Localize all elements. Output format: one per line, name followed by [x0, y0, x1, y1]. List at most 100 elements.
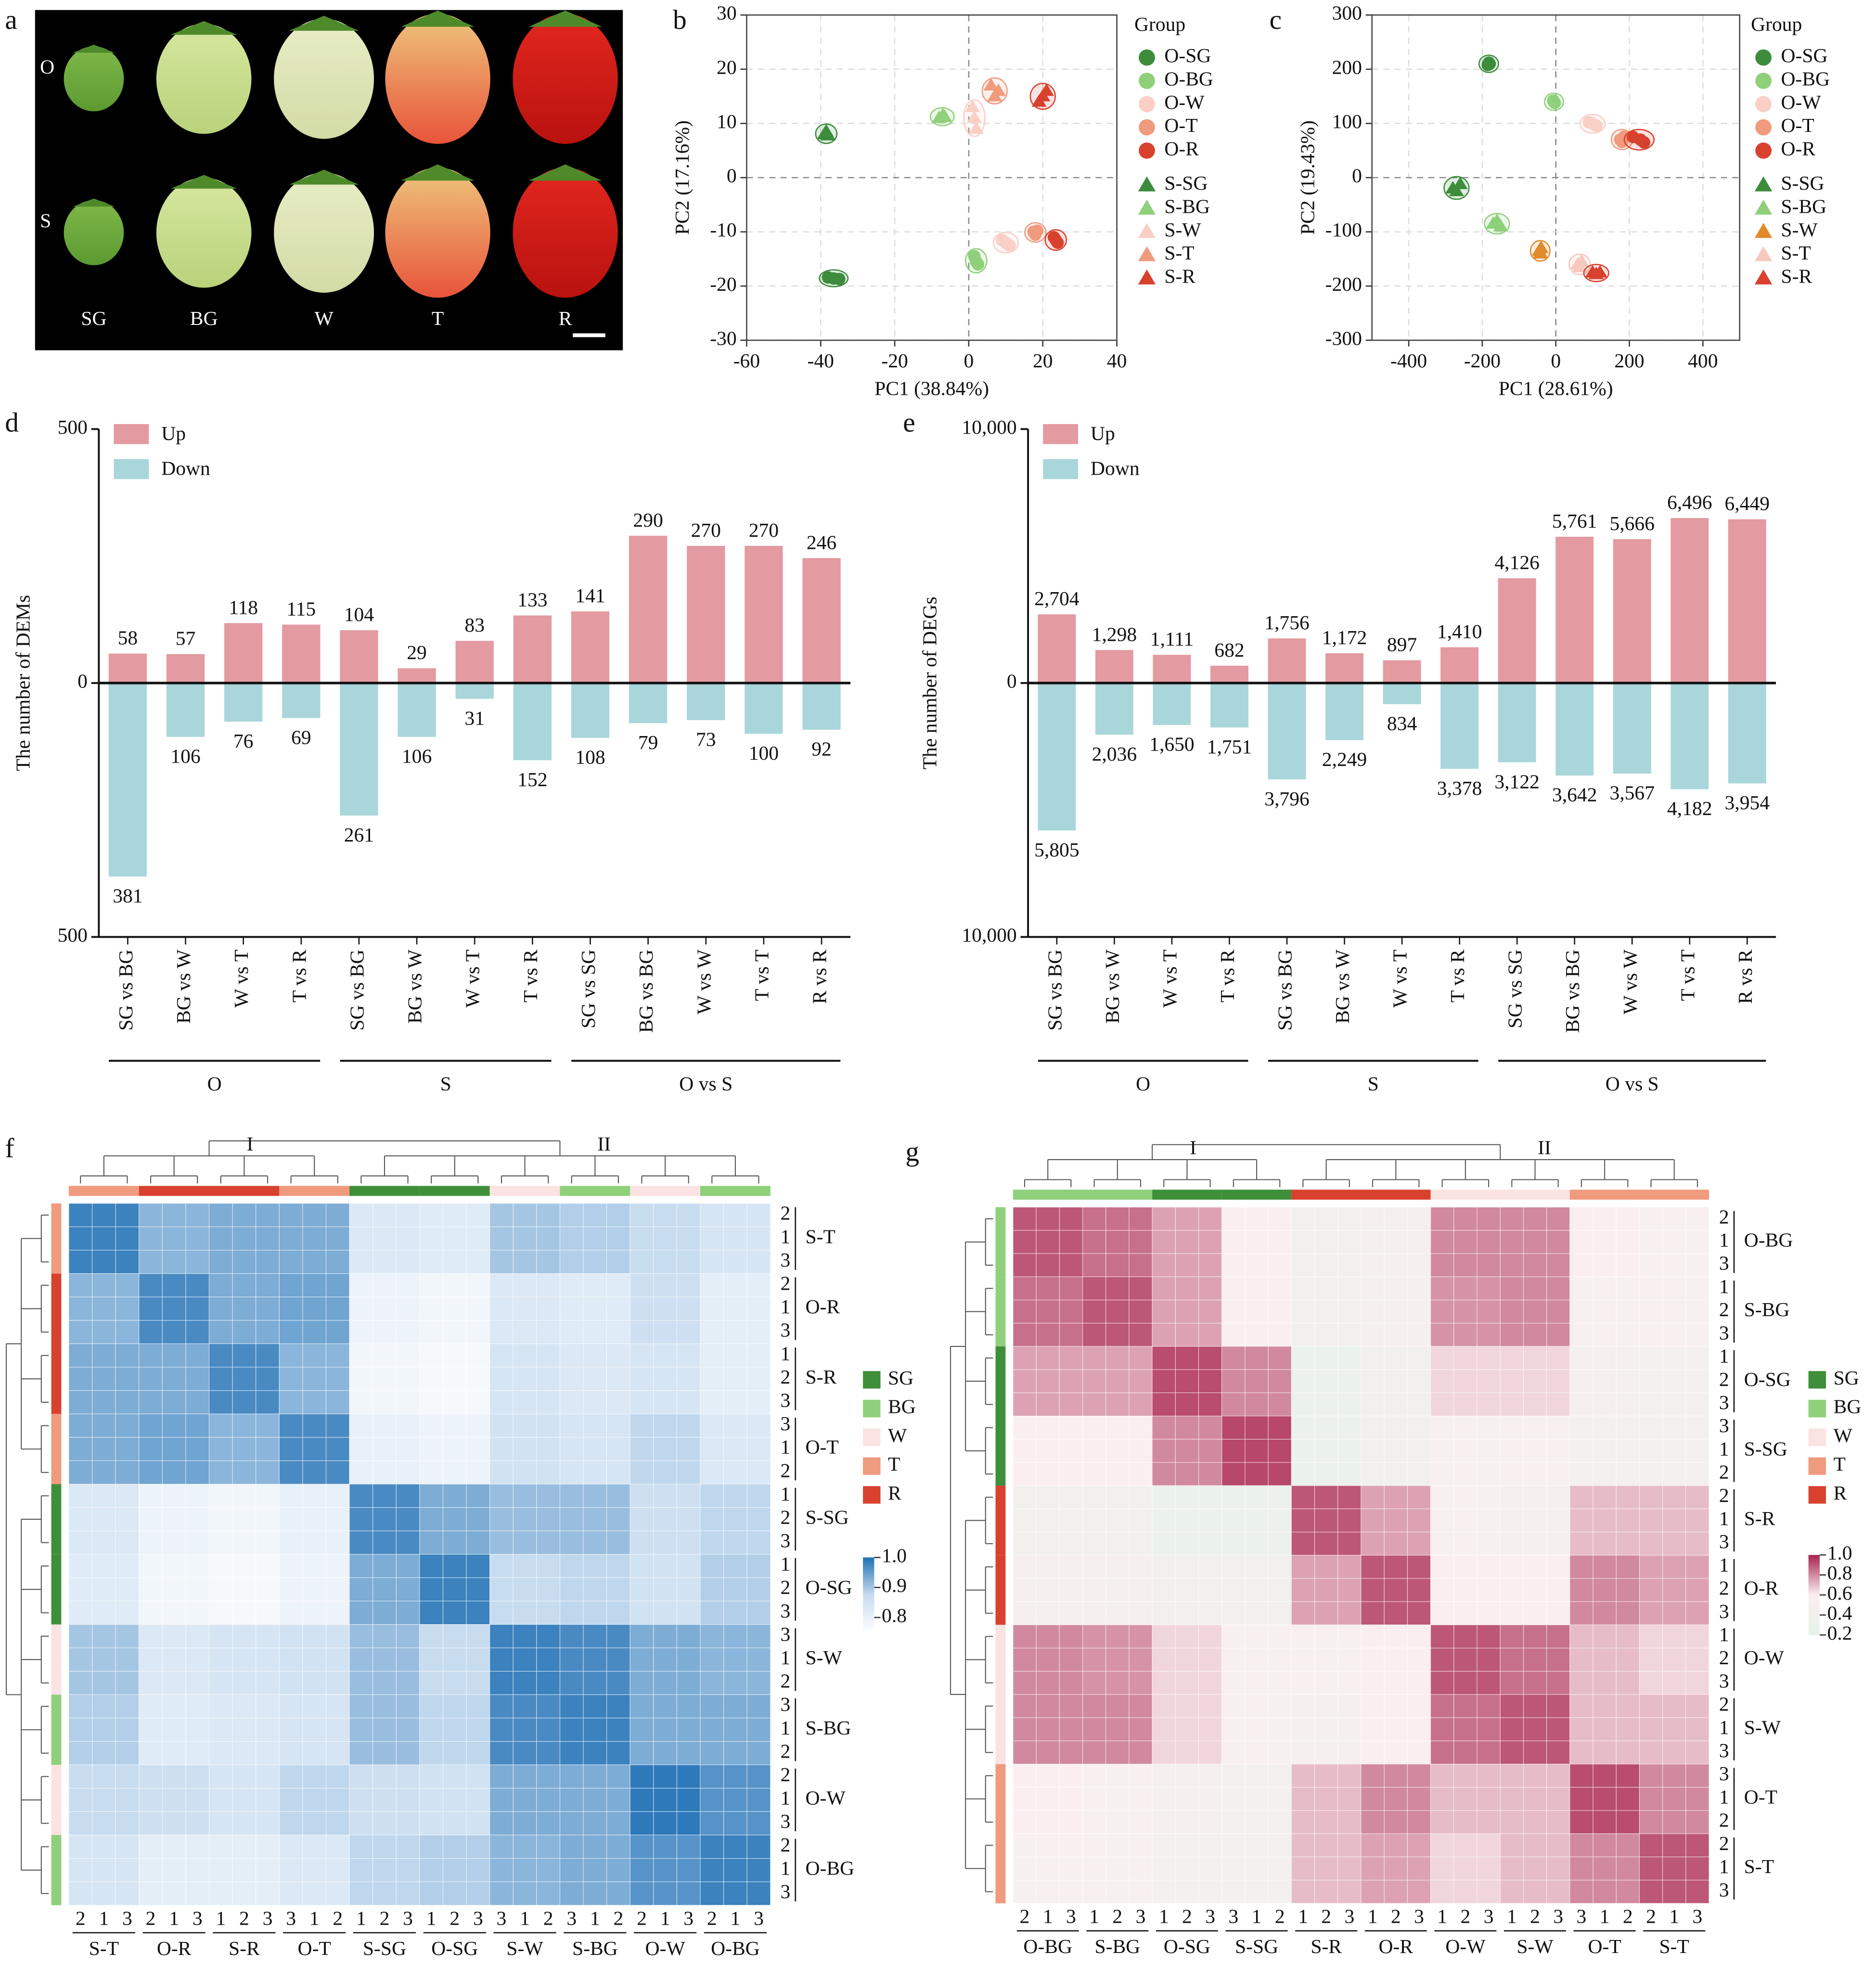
heatmap-cell — [1384, 1694, 1408, 1718]
heatmap-cell — [606, 1250, 630, 1274]
bar — [1498, 683, 1536, 763]
heatmap-cell — [1593, 1694, 1617, 1718]
heatmap-cell — [630, 1835, 654, 1859]
heatmap-cell — [185, 1811, 210, 1836]
heatmap-cell — [676, 1507, 701, 1531]
heatmap-cell — [513, 1413, 537, 1438]
heatmap-cell — [1291, 1601, 1315, 1625]
heatmap-cell — [1430, 1415, 1454, 1440]
row-sample-label: 2 — [1719, 1368, 1729, 1390]
heatmap-cell — [1036, 1415, 1060, 1440]
legend-marker — [1138, 246, 1156, 261]
heatmap-cell — [1175, 1694, 1199, 1718]
heatmap-cell — [302, 1788, 327, 1812]
heatmap-cell — [676, 1367, 701, 1391]
y-tick-label: -300 — [1325, 327, 1362, 349]
heatmap-cell — [1453, 1880, 1478, 1904]
row-sample-label: 1 — [1719, 1785, 1729, 1808]
heatmap-cell — [115, 1484, 140, 1508]
heatmap-cell — [1616, 1671, 1640, 1695]
heatmap-cell — [559, 1484, 584, 1508]
legend-swatch — [863, 1371, 881, 1389]
heatmap-cell — [1685, 1810, 1709, 1834]
heatmap-cell — [1036, 1833, 1060, 1857]
y-axis-label: The number of DEGs — [919, 596, 941, 769]
row-sample-label: 2 — [1719, 1646, 1729, 1669]
value-label: 246 — [807, 531, 836, 553]
heatmap-cell — [396, 1484, 420, 1508]
heatmap-cell — [256, 1530, 280, 1555]
heatmap-cell — [653, 1343, 677, 1368]
point — [937, 109, 952, 122]
heatmap-cell — [1245, 1207, 1269, 1231]
y-tick-label: 500 — [58, 416, 88, 438]
heatmap-cell — [1268, 1624, 1292, 1649]
heatmap-cell — [630, 1296, 654, 1321]
heatmap-cell — [1314, 1508, 1338, 1533]
row-group-label: S-W — [1744, 1716, 1781, 1738]
heatmap-cell — [1453, 1485, 1478, 1509]
column-sample-label: 2 — [76, 1907, 86, 1929]
value-label: 100 — [749, 742, 779, 764]
heatmap-cell — [1639, 1508, 1663, 1533]
heatmap-cell — [1430, 1532, 1454, 1556]
heatmap-cell — [1036, 1648, 1060, 1672]
heatmap-cell — [1477, 1207, 1501, 1231]
y-tick-label: 10 — [717, 110, 737, 132]
heatmap-cell — [1407, 1856, 1431, 1881]
heatmap-cell — [1129, 1207, 1153, 1231]
column-sample-label: 1 — [216, 1907, 226, 1929]
heatmap-cell — [746, 1484, 771, 1508]
heatmap-cell — [746, 1624, 771, 1648]
heatmap-cell — [513, 1437, 537, 1461]
row-sample-label: 1 — [781, 1225, 791, 1247]
row-annotation — [995, 1625, 1006, 1694]
heatmap-cell — [442, 1881, 467, 1906]
heatmap-cell — [1430, 1787, 1454, 1811]
heatmap-cell — [746, 1694, 771, 1719]
heatmap-cell — [1430, 1880, 1454, 1904]
heatmap-cell — [1685, 1717, 1709, 1741]
column-sample-label: 1 — [169, 1907, 179, 1929]
legend-label: O-R — [1164, 137, 1199, 159]
heatmap-cell — [1082, 1323, 1106, 1347]
heatmap-cell — [1175, 1764, 1199, 1788]
heatmap-cell — [209, 1484, 233, 1508]
value-label: 3,796 — [1264, 788, 1310, 810]
heatmap-cell — [559, 1624, 584, 1648]
heatmap-cell — [1407, 1369, 1431, 1393]
heatmap-cell — [1384, 1508, 1408, 1533]
heatmap-cell — [232, 1390, 257, 1414]
heatmap-cell — [92, 1226, 116, 1251]
heatmap-cell — [92, 1390, 116, 1414]
column-annotation — [279, 1186, 350, 1196]
heatmap-cell — [1268, 1740, 1292, 1765]
row-sample-label: 3 — [781, 1693, 791, 1715]
heatmap-cell — [630, 1413, 654, 1438]
heatmap-cell — [1013, 1369, 1037, 1393]
heatmap-cell — [1314, 1369, 1338, 1393]
heatmap-cell — [653, 1413, 677, 1438]
heatmap-cell — [1384, 1276, 1408, 1301]
row-sample-label: 1 — [1719, 1507, 1729, 1529]
bar — [1325, 683, 1364, 740]
heatmap-cell — [1639, 1369, 1663, 1393]
column-sample-label: 2 — [614, 1907, 624, 1929]
heatmap-cell — [1593, 1764, 1617, 1788]
value-label: 152 — [517, 768, 547, 790]
heatmap-cell — [232, 1320, 257, 1344]
heatmap-cell — [1013, 1810, 1037, 1834]
heatmap-cell — [746, 1764, 771, 1789]
heatmap-cell — [489, 1624, 514, 1648]
heatmap-cell — [209, 1343, 233, 1368]
heatmap-cell — [373, 1203, 397, 1227]
heatmap-cell — [1593, 1833, 1617, 1857]
heatmap-cell — [653, 1554, 677, 1578]
heatmap-cell — [325, 1530, 350, 1555]
row-group-label: O-T — [806, 1436, 839, 1458]
heatmap-cell — [419, 1437, 443, 1461]
heatmap-cell — [606, 1343, 630, 1368]
value-label: 6,449 — [1725, 492, 1770, 515]
legend-label: SG — [1834, 1367, 1859, 1389]
row-annotation — [995, 1346, 1006, 1416]
